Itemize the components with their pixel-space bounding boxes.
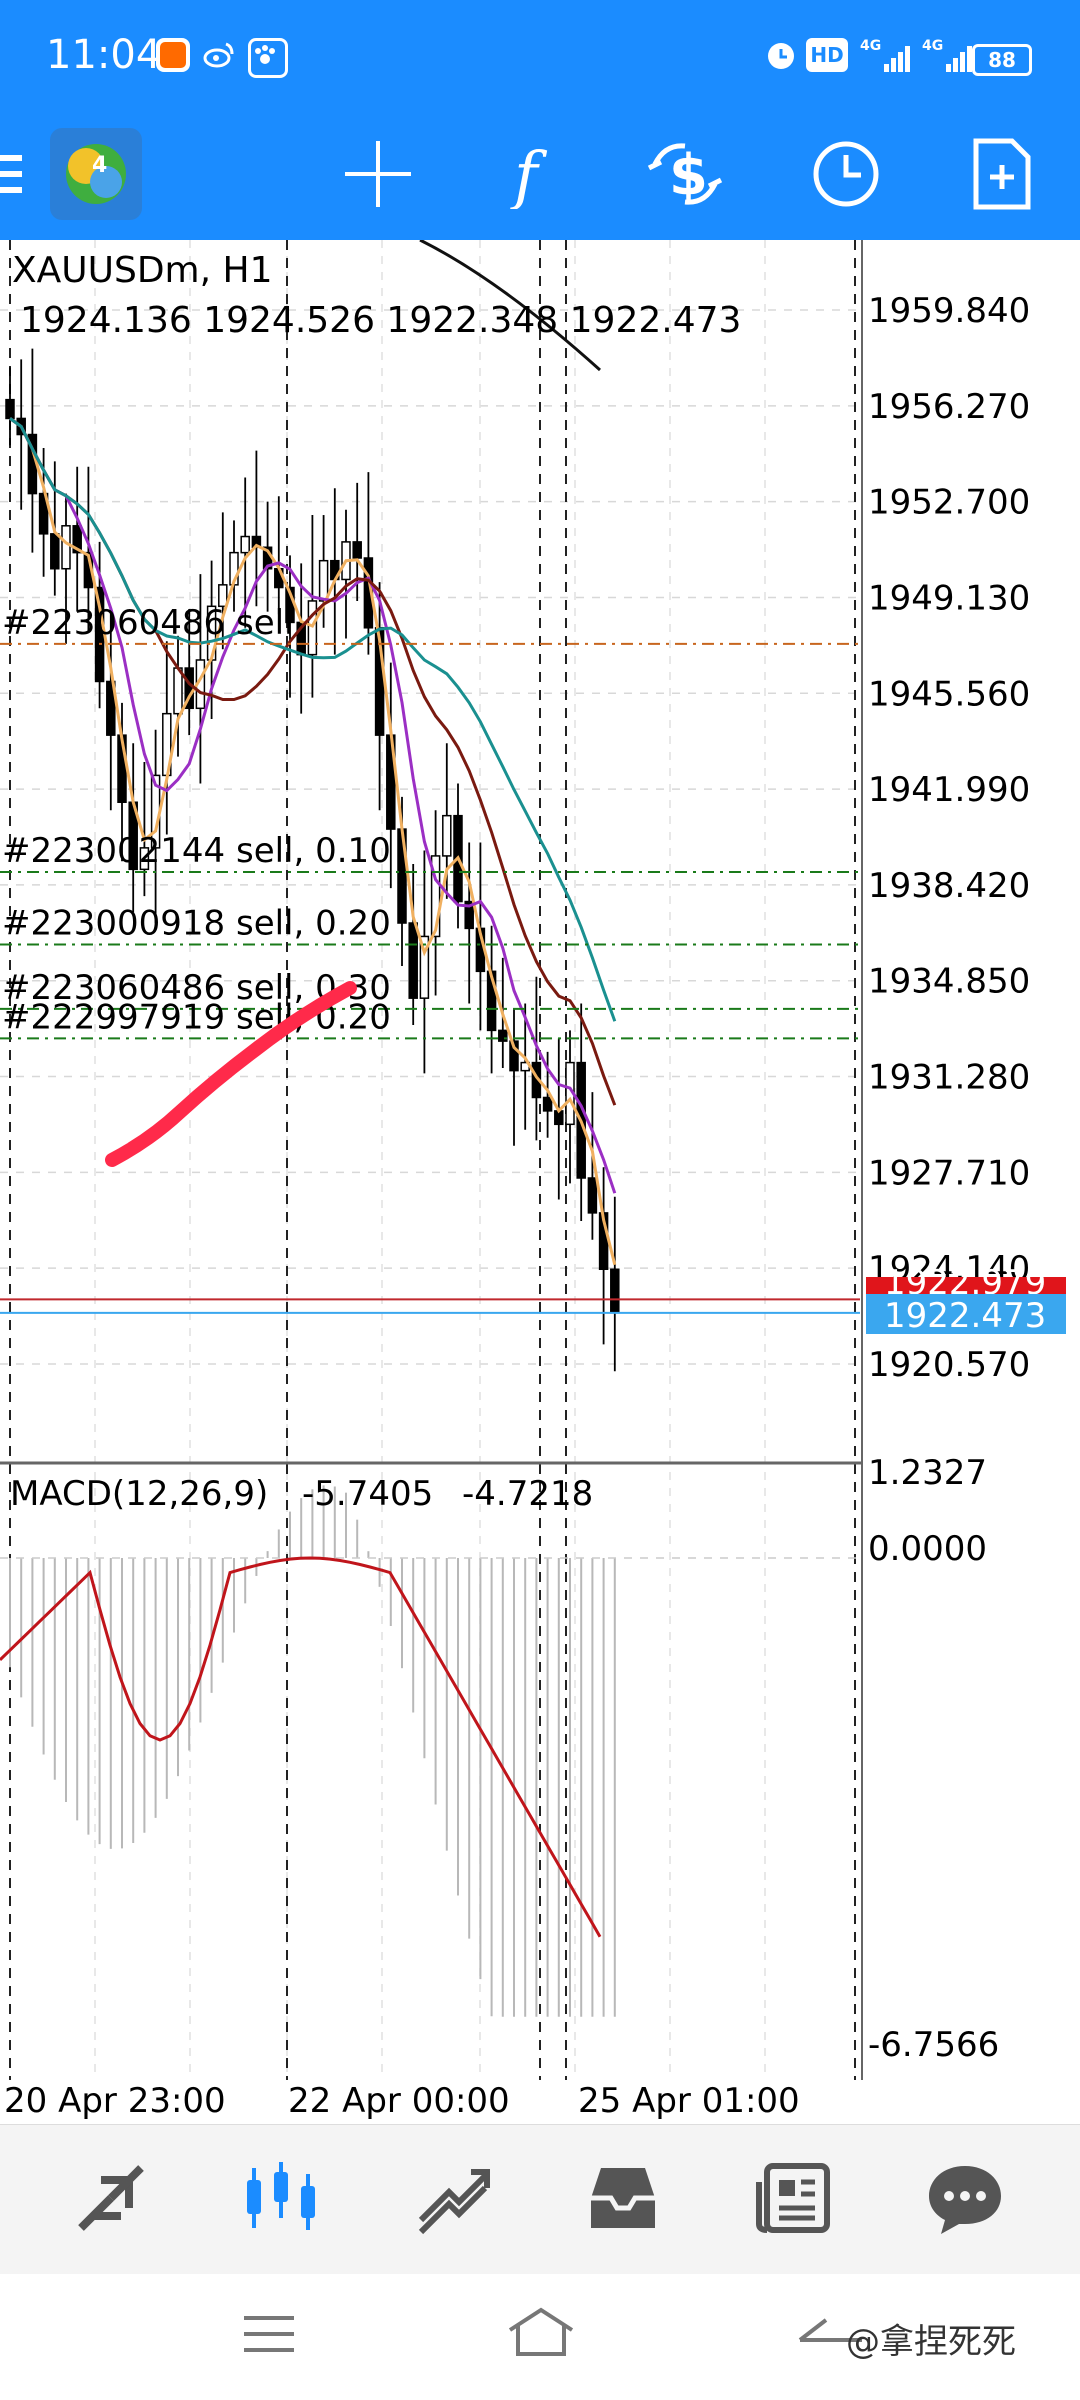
candle [352, 541, 362, 559]
moving-average-line [9, 417, 617, 1266]
candle [61, 525, 71, 570]
weibo-icon [202, 38, 236, 72]
candle [240, 535, 250, 554]
macd-value1: -5.7405 [302, 1474, 433, 1514]
order-label: #223000918 sell, 0.20 [2, 903, 391, 943]
svg-text:4G: 4G [860, 38, 881, 54]
candle [610, 1268, 620, 1313]
signal-4g-icon: 4G [922, 36, 972, 76]
price-axis-label: 1949.130 [868, 578, 1030, 618]
candle [173, 667, 183, 715]
price-axis-label: 1941.990 [868, 770, 1030, 810]
system-navigation-bar: @拿捏死死 [0, 2274, 1080, 2400]
candle [218, 584, 228, 608]
crosshair-icon[interactable] [330, 126, 426, 222]
clock: 11:04 [46, 32, 162, 78]
clock-icon[interactable] [798, 126, 894, 222]
back-icon[interactable] [796, 2304, 866, 2364]
quotes-icon[interactable] [66, 2153, 156, 2243]
macd-value2: -4.7218 [462, 1474, 593, 1514]
time-label-2: 22 Apr 00:00 [288, 2081, 510, 2120]
macd-panel [0, 1485, 860, 2017]
svg-text:4: 4 [92, 153, 107, 178]
home-icon[interactable] [504, 2304, 578, 2364]
time-label-3: 25 Apr 01:00 [578, 2081, 800, 2120]
moving-average-line [9, 417, 617, 1022]
price-axis-label: 1931.280 [868, 1058, 1030, 1098]
macd-axis-min: -6.7566 [868, 2025, 999, 2065]
add-document-icon[interactable] [954, 126, 1050, 222]
moving-average-line [9, 417, 617, 1194]
function-icon[interactable]: f [486, 126, 582, 222]
signal-4g-icon: 4G [860, 36, 910, 76]
alarm-icon [764, 38, 798, 72]
price-axis-label: 1952.700 [868, 483, 1030, 523]
order-label: #223002144 sell, 0.10 [2, 831, 391, 871]
candle [307, 600, 318, 656]
macd-axis-max: 1.2327 [868, 1453, 987, 1493]
trade-dollar-icon[interactable]: $ [642, 126, 738, 222]
ask-price-tag [866, 1277, 1066, 1295]
price-axis-label: 1959.840 [868, 291, 1030, 331]
top-app-bar: 11:04 HD 4G 4G 88 4 f $ [0, 0, 1080, 240]
candle [72, 525, 82, 554]
time-label-1: 20 Apr 23:00 [4, 2081, 226, 2120]
candle [430, 855, 441, 938]
candle [318, 559, 329, 602]
price-axis-label: 1927.710 [868, 1153, 1030, 1193]
paw-app-icon [248, 38, 288, 78]
chat-icon[interactable] [920, 2153, 1010, 2243]
candle [498, 1029, 508, 1042]
trade-icon[interactable] [408, 2153, 498, 2243]
price-axis-label: 1956.270 [868, 387, 1030, 427]
menu-icon[interactable] [0, 126, 40, 222]
order-label: #223060486 sell [2, 603, 294, 643]
moving-averages [9, 240, 617, 1266]
news-icon[interactable] [750, 2153, 840, 2243]
menu-icon[interactable] [240, 2310, 300, 2360]
mt4-logo-icon[interactable]: 4 [48, 126, 144, 222]
candle [442, 814, 452, 857]
bid-price-tag [866, 1294, 1066, 1334]
candle [106, 680, 116, 736]
history-icon[interactable] [578, 2153, 668, 2243]
candle [509, 1040, 519, 1072]
status-bar: 11:04 HD 4G 4G 88 [0, 0, 1080, 116]
hand-drawn-annotation [105, 981, 357, 1167]
ohlc-values: 1924.136 1924.526 1922.348 1922.473 [20, 300, 741, 341]
candle [408, 922, 418, 999]
candle [38, 492, 49, 535]
svg-text:f: f [510, 139, 548, 209]
app-notification-icon [156, 38, 190, 72]
price-chart[interactable]: #223060486 sell #223002144 sell, 0.10 #223… [0, 240, 1080, 2120]
price-axis-label: 1934.850 [868, 962, 1030, 1002]
price-axis-label: 1920.570 [868, 1345, 1030, 1385]
macd-signal-line [0, 1556, 602, 1938]
bid-price-label: 1922.473 [884, 1296, 1046, 1336]
hd-icon: HD [806, 38, 848, 72]
candle [587, 1177, 598, 1214]
symbol-label: XAUUSDm, H1 [12, 250, 273, 291]
macd-label: MACD(12,26,9) [10, 1474, 268, 1514]
bottom-navigation [0, 2124, 1080, 2275]
candle [464, 900, 474, 930]
macd-axis-zero: 0.0000 [868, 1529, 987, 1569]
watermark: @拿捏死死 [846, 2322, 1016, 2362]
svg-text:4G: 4G [922, 38, 943, 54]
moving-average-line [419, 240, 602, 372]
candle [419, 935, 430, 999]
candle [50, 533, 60, 570]
battery-icon: 88 [972, 44, 1032, 76]
price-axis-label: 1945.560 [868, 674, 1030, 714]
price-axis-label: 1938.420 [868, 866, 1030, 906]
candle [5, 398, 15, 420]
candle [542, 1096, 553, 1112]
candle [139, 847, 150, 871]
chart-icon[interactable] [236, 2153, 326, 2243]
